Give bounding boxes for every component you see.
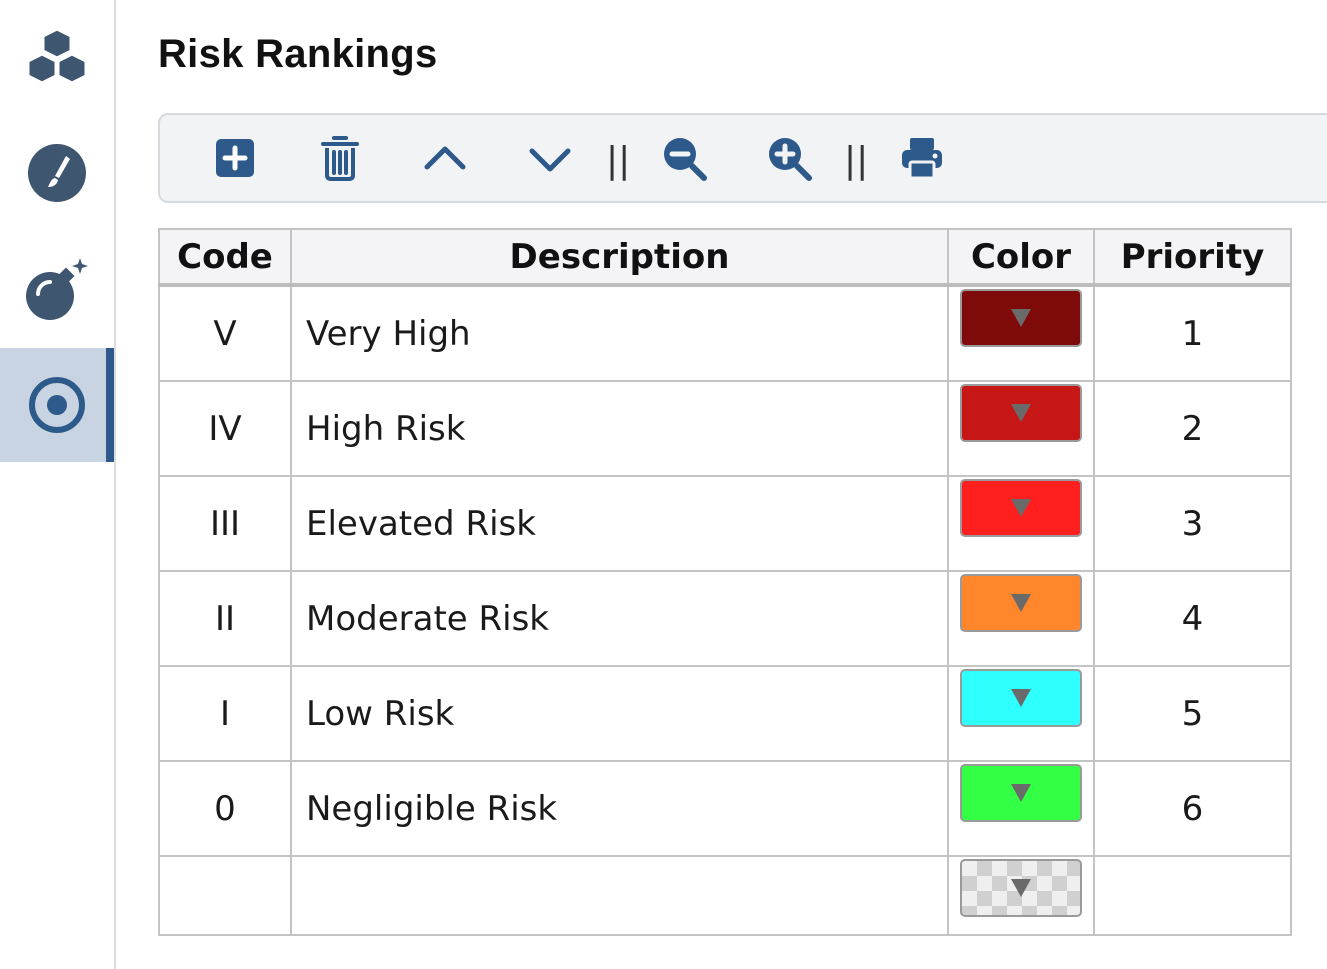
cubes-icon <box>25 25 89 89</box>
description-cell[interactable] <box>290 855 949 936</box>
description-text: Very High <box>306 313 471 354</box>
description-text: Moderate Risk <box>306 598 549 639</box>
sidebar <box>0 0 114 969</box>
table-header-row: Code Description Color Priority <box>158 228 1292 287</box>
toolbar-separator: || <box>844 140 869 181</box>
dropdown-arrow-icon <box>1011 594 1031 612</box>
add-button[interactable] <box>208 133 262 187</box>
description-text <box>292 876 306 916</box>
color-cell <box>947 760 1095 857</box>
dropdown-arrow-icon <box>1011 404 1031 422</box>
delete-button[interactable] <box>313 133 367 187</box>
color-picker[interactable] <box>960 479 1082 537</box>
chevron-up-icon <box>423 143 467 178</box>
color-picker[interactable] <box>960 669 1082 727</box>
bomb-icon <box>24 256 90 322</box>
priority-cell[interactable]: 6 <box>1093 760 1292 857</box>
description-text: High Risk <box>306 408 466 449</box>
sidebar-item-bullseye[interactable] <box>0 348 114 462</box>
table-row[interactable]: I Low Risk 5 <box>158 665 1292 762</box>
code-cell[interactable]: II <box>158 570 292 667</box>
priority-cell[interactable]: 4 <box>1093 570 1292 667</box>
color-cell <box>947 380 1095 477</box>
print-icon <box>900 136 944 185</box>
sidebar-divider <box>114 0 116 969</box>
dropdown-arrow-icon <box>1011 689 1031 707</box>
move-down-button[interactable] <box>523 133 577 187</box>
priority-cell[interactable]: 3 <box>1093 475 1292 572</box>
priority-cell[interactable]: 1 <box>1093 284 1292 382</box>
description-text: Low Risk <box>306 693 455 734</box>
color-cell <box>947 475 1095 572</box>
color-cell <box>947 570 1095 667</box>
color-cell <box>947 284 1095 382</box>
add-icon <box>215 138 255 183</box>
description-text: Negligible Risk <box>306 788 558 829</box>
table-row[interactable]: 0 Negligible Risk 6 <box>158 760 1292 857</box>
table-row[interactable]: II Moderate Risk 4 <box>158 570 1292 667</box>
priority-cell[interactable]: 2 <box>1093 380 1292 477</box>
zoom-out-button[interactable] <box>657 133 711 187</box>
paint-brush-icon <box>26 142 88 204</box>
code-cell[interactable]: I <box>158 665 292 762</box>
zoom-in-button[interactable] <box>762 133 816 187</box>
bullseye-icon <box>27 375 87 435</box>
description-cell[interactable]: Negligible Risk <box>290 760 949 857</box>
column-header-code[interactable]: Code <box>158 228 292 287</box>
trash-icon <box>320 135 360 186</box>
print-button[interactable] <box>895 133 949 187</box>
column-header-description[interactable]: Description <box>290 228 949 287</box>
page-title: Risk Rankings <box>158 32 438 76</box>
toolbar-separator: || <box>606 140 631 181</box>
zoom-in-icon <box>766 135 812 186</box>
dropdown-arrow-icon <box>1011 784 1031 802</box>
color-cell <box>947 665 1095 762</box>
description-cell[interactable]: High Risk <box>290 380 949 477</box>
risk-rankings-table: Code Description Color Priority V Very H… <box>158 228 1292 936</box>
description-cell[interactable]: Very High <box>290 284 949 382</box>
column-header-color[interactable]: Color <box>947 228 1095 287</box>
description-text: Elevated Risk <box>306 503 536 544</box>
description-cell[interactable]: Elevated Risk <box>290 475 949 572</box>
code-cell[interactable]: IV <box>158 380 292 477</box>
chevron-down-icon <box>528 143 572 178</box>
code-cell[interactable] <box>158 855 292 936</box>
color-picker[interactable] <box>960 764 1082 822</box>
table-row[interactable]: III Elevated Risk 3 <box>158 475 1292 572</box>
move-up-button[interactable] <box>418 133 472 187</box>
code-cell[interactable]: III <box>158 475 292 572</box>
sidebar-item-brush[interactable] <box>0 116 114 230</box>
dropdown-arrow-icon <box>1011 309 1031 327</box>
color-picker[interactable] <box>960 574 1082 632</box>
color-picker[interactable] <box>960 289 1082 347</box>
table-row[interactable]: V Very High 1 <box>158 284 1292 382</box>
table-row[interactable]: IV High Risk 2 <box>158 380 1292 477</box>
dropdown-arrow-icon <box>1011 879 1031 897</box>
zoom-out-icon <box>661 135 707 186</box>
color-picker[interactable] <box>960 384 1082 442</box>
description-cell[interactable]: Low Risk <box>290 665 949 762</box>
sidebar-item-cubes[interactable] <box>0 0 114 114</box>
code-cell[interactable]: 0 <box>158 760 292 857</box>
priority-cell[interactable]: 5 <box>1093 665 1292 762</box>
sidebar-item-bomb[interactable] <box>0 232 114 346</box>
code-cell[interactable]: V <box>158 284 292 382</box>
toolbar: || || <box>158 113 1327 203</box>
priority-cell[interactable] <box>1093 855 1292 936</box>
column-header-priority[interactable]: Priority <box>1093 228 1292 287</box>
color-cell <box>947 855 1095 936</box>
dropdown-arrow-icon <box>1011 499 1031 517</box>
new-row[interactable] <box>158 855 1292 936</box>
description-cell[interactable]: Moderate Risk <box>290 570 949 667</box>
color-picker[interactable] <box>960 859 1082 917</box>
